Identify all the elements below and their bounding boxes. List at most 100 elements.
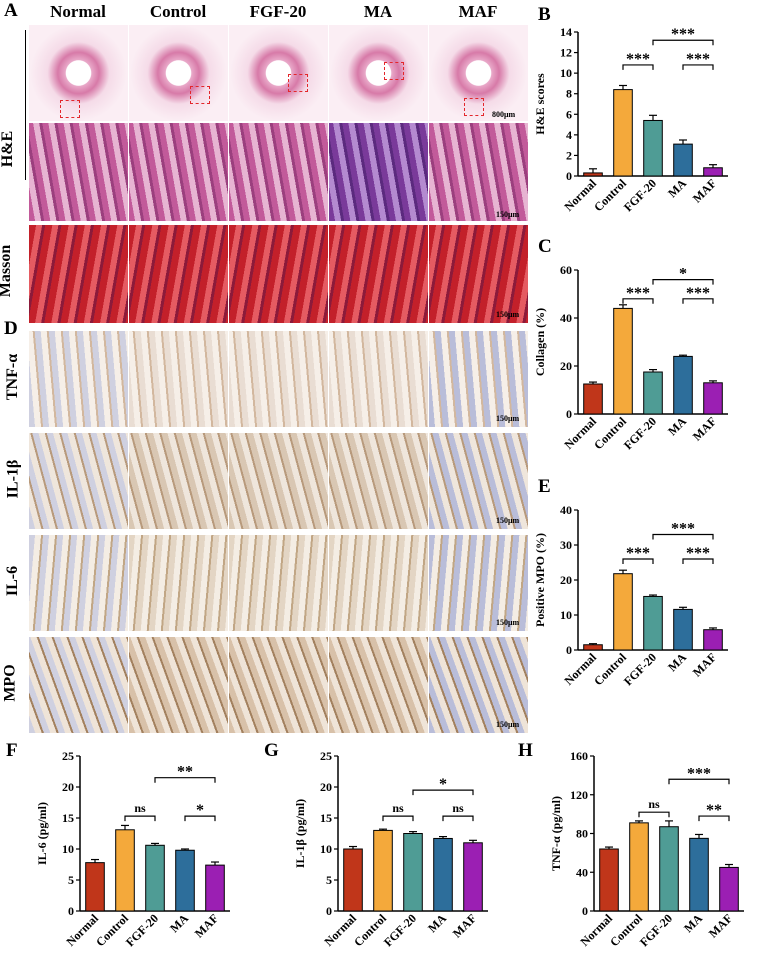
sig-label-e-2: *** [671, 521, 695, 538]
micrograph-mpo-4 [428, 636, 529, 734]
y-tick-label-e-10: 10 [560, 608, 572, 622]
x-tick-label-e-3: MA [665, 650, 689, 674]
bar-g-0 [343, 848, 363, 912]
scale-label-1: 150μm [496, 210, 520, 219]
y-axis-label-h: TNF-α (pg/ml) [549, 796, 563, 871]
bar-h-0 [599, 848, 619, 912]
micrograph-tnf-0 [28, 330, 129, 428]
col-head-fgf20: FGF-20 [249, 2, 307, 21]
y-axis-label-e: Positive MPO (%) [533, 533, 547, 627]
bar-h-3 [689, 837, 709, 912]
panel-letter-f: F [6, 740, 18, 761]
micrograph-tnf-4 [428, 330, 529, 428]
y-tick-label-h-0: 0 [582, 904, 588, 918]
sig-label-h-0: ns [648, 797, 660, 811]
y-tick-label-g-5: 5 [326, 873, 332, 887]
sig-bracket-h-2 [668, 778, 730, 785]
sig-label-g-0: ns [392, 801, 404, 815]
panel-letter-d: D [4, 318, 18, 339]
bar-g-1 [373, 829, 393, 912]
micrograph-he-zoom-3 [328, 122, 429, 222]
panel-letter-c: C [538, 236, 552, 257]
sig-label-c-2: * [679, 266, 687, 283]
micrograph-tnf-3 [328, 330, 429, 428]
y-tick-label-b-14: 14 [560, 25, 572, 39]
y-tick-label-c-20: 20 [560, 359, 572, 373]
micrograph-masson-2 [228, 224, 329, 324]
micrograph-il6-1 [128, 534, 229, 632]
bar-b-1 [613, 89, 633, 177]
panel-letter-e: E [538, 476, 551, 497]
scale-label-6: 150μm [496, 720, 520, 729]
micrograph-il1b-0 [28, 432, 129, 530]
bar-e-2 [643, 595, 663, 651]
zoom-box-1 [190, 86, 210, 104]
sig-bracket-b-1 [682, 64, 714, 70]
y-tick-label-c-60: 60 [560, 263, 572, 277]
micrograph-masson-3 [328, 224, 429, 324]
micrograph-he-overview-4 [428, 24, 529, 122]
y-tick-label-e-20: 20 [560, 573, 572, 587]
bar-g-2 [403, 833, 423, 912]
sig-bracket-b-0 [622, 64, 654, 70]
sig-label-e-1: *** [686, 545, 710, 562]
panel-letter-g: G [264, 740, 279, 761]
bar-e-3 [673, 608, 693, 651]
scale-label-0: 800μm [492, 110, 516, 119]
micrograph-il6-2 [228, 534, 329, 632]
y-tick-label-b-0: 0 [566, 169, 572, 183]
he-bracket-line [25, 30, 26, 180]
micrograph-he-zoom-4 [428, 122, 529, 222]
panel-letter-b: B [538, 4, 551, 25]
y-axis-label-b: H&E scores [533, 73, 547, 135]
x-tick-label-h-3: MA [681, 911, 705, 935]
y-axis-label-c: Collagen (%) [533, 308, 547, 376]
row-head-il6: IL-6 [4, 565, 22, 597]
scale-label-3: 150μm [496, 414, 520, 423]
bar-e-0 [583, 644, 603, 651]
x-tick-label-b-3: MA [665, 176, 689, 200]
zoom-box-3 [384, 62, 404, 80]
y-axis-label-f: IL-6 (pg/ml) [35, 802, 49, 865]
micrograph-he-zoom-0 [28, 122, 129, 222]
micrograph-tnf-2 [228, 330, 329, 428]
y-tick-label-c-0: 0 [566, 407, 572, 421]
micrograph-il1b-2 [228, 432, 329, 530]
micrograph-mpo-2 [228, 636, 329, 734]
micrograph-masson-1 [128, 224, 229, 324]
row-head-he: H&E [0, 130, 17, 168]
y-tick-label-c-40: 40 [560, 311, 572, 325]
sig-label-c-0: *** [626, 285, 650, 302]
sig-bracket-h-0 [638, 811, 670, 818]
x-tick-label-h-4: MAF [706, 911, 735, 940]
scale-label-5: 150μm [496, 618, 520, 627]
sig-bracket-f-1 [184, 815, 216, 822]
micrograph-il1b-4 [428, 432, 529, 530]
micrograph-mpo-0 [28, 636, 129, 734]
y-tick-label-g-10: 10 [320, 842, 332, 856]
scale-label-4: 150μm [496, 516, 520, 525]
x-tick-label-b-4: MAF [690, 176, 719, 205]
sig-bracket-f-2 [154, 777, 216, 783]
sig-label-f-0: ns [134, 801, 146, 815]
x-tick-label-g-2: FGF-20 [381, 911, 419, 949]
micrograph-he-overview-1 [128, 24, 229, 122]
sig-label-h-2: *** [687, 765, 711, 782]
micrograph-he-zoom-2 [228, 122, 329, 222]
y-tick-label-g-25: 25 [320, 749, 332, 763]
bar-f-2 [145, 844, 165, 912]
bar-e-4 [703, 629, 723, 651]
sig-label-b-2: *** [671, 26, 695, 43]
sig-bracket-g-1 [442, 815, 474, 822]
bar-f-3 [175, 849, 195, 912]
row-head-il1b: IL-1β [4, 459, 22, 499]
y-tick-label-h-160: 160 [570, 749, 588, 763]
row-head-masson: Masson [0, 244, 15, 298]
y-tick-label-b-10: 10 [560, 66, 572, 80]
micrograph-mpo-3 [328, 636, 429, 734]
